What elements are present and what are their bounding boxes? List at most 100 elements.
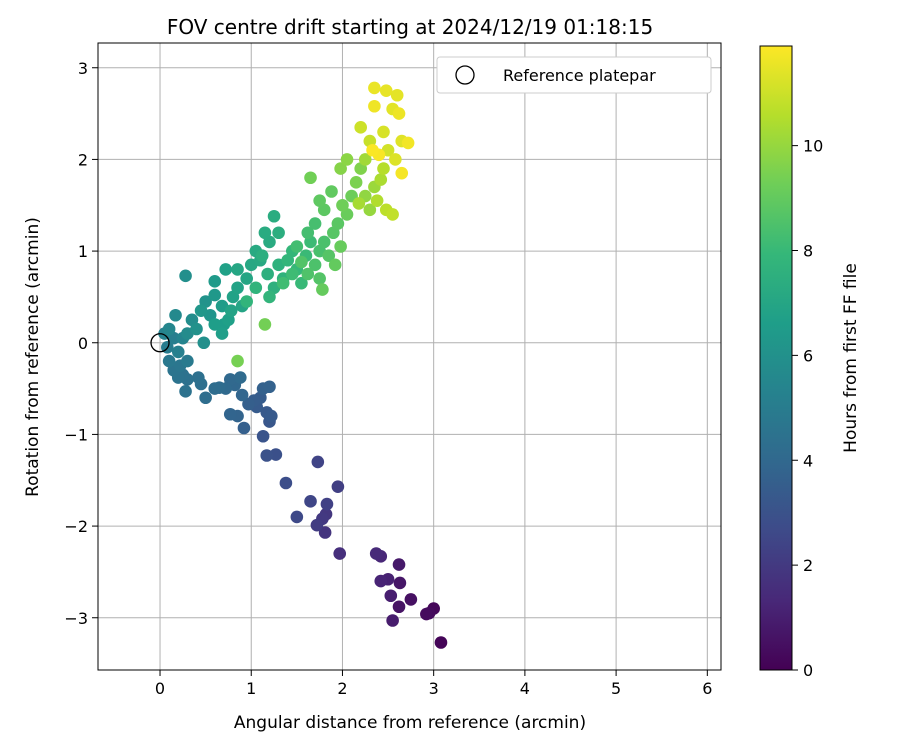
colorbar-tick-label: 10	[803, 137, 823, 156]
data-point	[295, 255, 308, 269]
data-point	[316, 283, 329, 296]
data-point	[322, 249, 336, 262]
data-point	[219, 263, 233, 276]
y-tick-label: 1	[78, 242, 88, 261]
data-point	[255, 249, 269, 262]
data-point	[290, 510, 304, 524]
data-point	[389, 153, 402, 166]
data-point	[194, 304, 208, 317]
x-tick-label: 2	[337, 679, 347, 698]
y-tick-label: −1	[64, 425, 88, 444]
data-point	[258, 226, 272, 240]
data-point	[331, 217, 345, 230]
x-tick-label: 3	[429, 679, 439, 698]
data-point	[331, 480, 345, 493]
data-point	[208, 382, 222, 395]
x-tick-label: 5	[611, 679, 621, 698]
y-tick-label: 0	[78, 334, 88, 353]
data-point	[328, 258, 342, 272]
axis-ticks: 0 1 2 3 4 5 6 −3 −2 −1 0 1 2 3	[64, 59, 712, 698]
data-point	[171, 345, 185, 359]
data-point	[340, 153, 354, 166]
data-point	[334, 162, 347, 175]
data-point	[317, 235, 331, 249]
data-point	[256, 429, 270, 443]
data-point	[386, 208, 399, 221]
colorbar-tick-label: 0	[803, 661, 813, 680]
data-point	[434, 636, 448, 649]
data-point	[358, 153, 372, 166]
data-point	[260, 449, 274, 462]
data-point	[276, 276, 290, 290]
data-point	[208, 275, 222, 288]
data-point	[311, 455, 325, 469]
x-tick-label: 0	[155, 679, 165, 698]
data-point	[162, 322, 176, 336]
data-point	[379, 84, 393, 97]
data-point	[401, 136, 415, 150]
data-point	[377, 162, 390, 175]
data-point	[352, 197, 366, 210]
data-point	[249, 281, 263, 295]
data-point	[237, 421, 251, 435]
y-tick-label: 2	[78, 150, 88, 169]
colorbar-tick-label: 6	[803, 346, 813, 365]
data-point	[304, 171, 317, 185]
colorbar-tick-label: 2	[803, 556, 813, 575]
data-point	[374, 173, 388, 186]
data-point	[420, 607, 433, 621]
data-point	[392, 600, 406, 614]
data-point	[279, 476, 293, 490]
data-point	[169, 308, 182, 322]
chart-title: FOV centre drift starting at 2024/12/19 …	[167, 15, 653, 39]
data-point	[233, 371, 247, 384]
y-axis-label: Rotation from reference (arcmin)	[23, 217, 43, 497]
data-point	[392, 107, 406, 120]
data-point	[308, 217, 322, 230]
legend-label-reference: Reference platepar	[503, 66, 656, 85]
reference-platepar-marker	[150, 333, 170, 353]
legend: Reference platepar	[436, 56, 712, 94]
data-point	[181, 354, 194, 368]
data-point	[231, 263, 244, 276]
data-point	[392, 558, 406, 571]
data-point	[308, 258, 322, 272]
data-point	[369, 547, 383, 560]
data-point	[215, 327, 229, 340]
data-point	[295, 276, 308, 290]
colorbar-tick-label: 4	[803, 451, 813, 470]
data-point	[263, 290, 276, 304]
grid-lines	[98, 43, 721, 670]
data-point	[261, 267, 274, 281]
data-point	[242, 397, 255, 411]
data-point	[162, 354, 176, 368]
data-point	[192, 371, 205, 384]
data-point	[231, 281, 244, 295]
data-point	[235, 388, 249, 402]
legend-marker-reference	[455, 65, 475, 85]
data-point	[240, 295, 253, 308]
data-point	[384, 589, 398, 603]
data-point	[390, 88, 404, 102]
data-point	[395, 166, 409, 180]
data-point	[368, 81, 381, 95]
data-point	[258, 318, 272, 331]
data-point	[179, 385, 192, 398]
data-point	[354, 121, 367, 134]
data-point	[318, 526, 332, 539]
data-point	[313, 272, 326, 285]
data-point	[310, 518, 324, 532]
x-axis-label: Angular distance from reference (arcmin)	[234, 713, 586, 733]
data-point	[349, 176, 363, 189]
data-point	[179, 269, 192, 283]
colorbar	[759, 45, 793, 671]
data-point	[313, 194, 326, 207]
data-point	[199, 391, 212, 405]
data-point	[290, 240, 304, 253]
data-point	[223, 407, 237, 421]
data-point	[272, 226, 285, 240]
x-tick-label: 1	[246, 679, 256, 698]
y-tick-label: −3	[64, 609, 88, 628]
data-point	[370, 194, 384, 207]
